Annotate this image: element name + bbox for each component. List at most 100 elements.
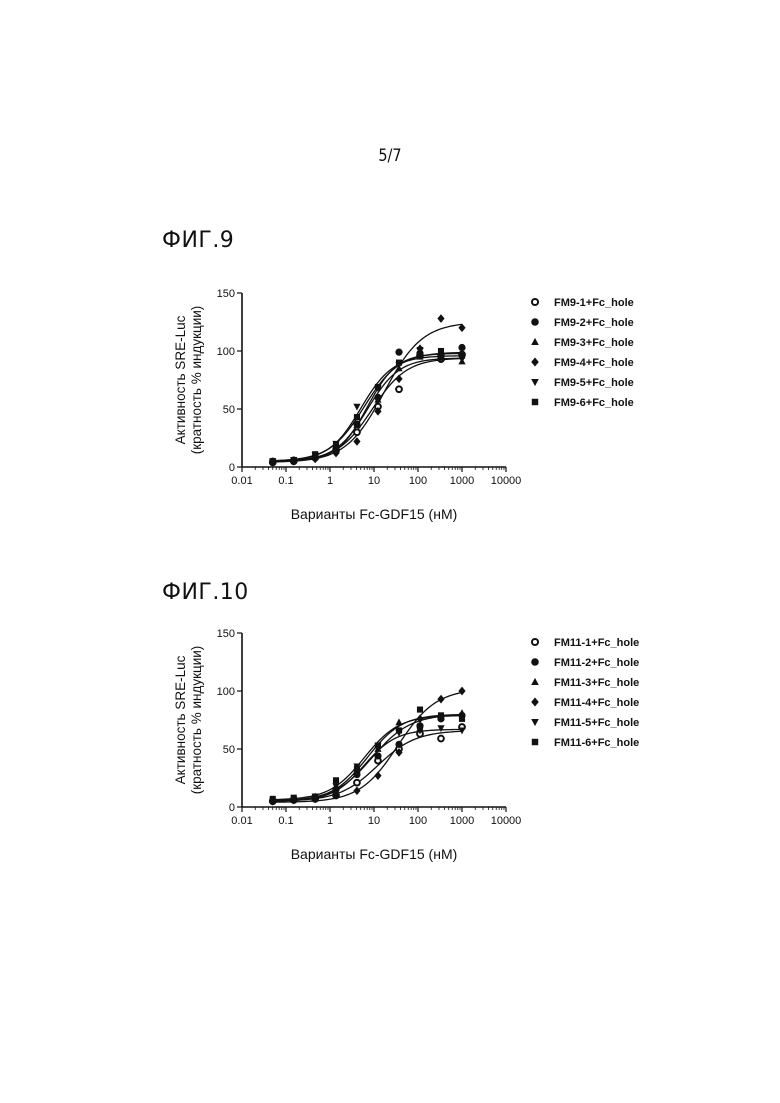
series-1-points: [270, 724, 465, 804]
legend-marker: [531, 658, 539, 666]
x-tick-label: 10: [368, 475, 380, 487]
data-point: [438, 736, 444, 742]
data-point: [312, 451, 318, 457]
fit-curve: [273, 324, 462, 462]
fit-curves: [273, 693, 462, 803]
legend-marker: [531, 719, 539, 726]
x-tick-label: 100: [409, 815, 427, 827]
data-point: [459, 353, 465, 359]
x-tick-label: 1: [327, 475, 333, 487]
y-axis-label-line: (кратность % индукции): [189, 646, 204, 795]
legend-label: FM9-1+Fc_hole: [554, 297, 634, 309]
x-ticks: 0.010.1110100100010000: [231, 467, 521, 487]
x-axis-label: Варианты Fc-GDF15 (нМ): [291, 846, 458, 862]
data-point: [333, 442, 339, 448]
legend-label: FM9-4+Fc_hole: [554, 357, 634, 369]
data-point: [459, 716, 465, 722]
fit-curve: [273, 693, 462, 803]
x-tick-label: 0.01: [231, 475, 252, 487]
data-point: [395, 718, 402, 725]
data-point: [375, 384, 381, 390]
data-point: [458, 344, 465, 351]
data-point: [354, 429, 360, 435]
data-point: [291, 795, 297, 801]
legend-marker: [532, 299, 538, 305]
data-point: [417, 351, 423, 357]
legend-label: FM11-3+Fc_hole: [554, 677, 639, 689]
y-tick-label: 0: [229, 802, 235, 814]
data-point: [354, 414, 360, 420]
x-axis-label: Варианты Fc-GDF15 (нМ): [291, 506, 458, 522]
legend-marker: [532, 399, 538, 405]
page-number: 5/7: [59, 146, 722, 166]
x-tick-label: 100: [409, 475, 427, 487]
legend-label: FM11-5+Fc_hole: [554, 717, 639, 729]
x-tick-label: 0.1: [278, 815, 293, 827]
data-point: [395, 349, 402, 356]
data-point: [395, 741, 402, 748]
legend-marker: [532, 739, 538, 745]
fit-curve: [273, 731, 462, 801]
data-point: [417, 707, 423, 713]
fit-curve: [273, 715, 462, 801]
legend-label: FM11-4+Fc_hole: [554, 697, 639, 709]
data-point: [458, 709, 465, 716]
data-point: [374, 771, 381, 780]
legend-label: FM11-2+Fc_hole: [554, 657, 639, 669]
y-tick-label: 50: [223, 744, 235, 756]
data-point: [354, 780, 360, 786]
fit-curves: [273, 324, 462, 462]
y-axis-label-line: Активность SRE-Luc: [173, 315, 188, 444]
data-point: [438, 348, 444, 354]
data-point: [312, 794, 318, 800]
legend-label: FM9-5+Fc_hole: [554, 377, 634, 389]
data-point: [375, 742, 381, 748]
legend: FM9-1+Fc_hole FM9-2+Fc_hole FM9-3+Fc_hole F…: [531, 297, 634, 409]
y-ticks: 0 50 100 150: [217, 288, 242, 474]
data-point: [396, 386, 402, 392]
figure-10-label: ФИГ.10: [162, 580, 249, 605]
data-point: [270, 458, 276, 464]
data-point: [437, 725, 444, 732]
x-tick-label: 0.1: [278, 475, 293, 487]
data-point: [270, 796, 276, 802]
x-ticks: 0.01 0.1 1 10 100 1000 10000: [231, 807, 521, 827]
data-point: [291, 457, 297, 463]
series-2-points: [269, 344, 465, 465]
x-tick-label: 10000: [491, 815, 522, 827]
legend-marker: [531, 697, 539, 706]
data-point: [353, 786, 360, 795]
y-tick-label: 150: [217, 288, 235, 300]
data-point: [395, 375, 402, 384]
legend-label: FM11-6+Fc_hole: [554, 737, 639, 749]
legend-label: FM11-1+Fc_hole: [554, 637, 639, 649]
y-tick-label: 50: [223, 404, 235, 416]
series-4-points: [269, 687, 465, 806]
x-tick-label: 1: [327, 815, 333, 827]
legend: FM11-1+Fc_hole FM11-2+Fc_hole FM11-3+Fc_ho…: [531, 637, 639, 749]
fit-curve: [273, 358, 462, 461]
data-point: [437, 695, 444, 704]
x-tick-label: 10000: [491, 475, 522, 487]
y-tick-label: 0: [229, 462, 235, 474]
data-point: [354, 766, 360, 772]
series-4-points: [269, 314, 465, 466]
y-tick-label: 100: [217, 686, 235, 698]
x-tick-label: 1000: [450, 815, 474, 827]
data-point: [333, 777, 339, 783]
y-axis-label: Активность SRE-Luc(кратность % индукции): [173, 306, 204, 455]
chart-figure-10: 0.010.1110100100010000050100150Варианты …: [160, 625, 680, 875]
legend-label: FM9-3+Fc_hole: [554, 337, 634, 349]
figure-9-label: ФИГ.9: [162, 228, 234, 253]
series-5-points: [269, 725, 465, 805]
legend-marker: [531, 678, 539, 685]
legend-label: FM9-6+Fc_hole: [554, 397, 634, 409]
x-tick-label: 10: [368, 815, 380, 827]
data-point: [396, 727, 402, 733]
legend-label: FM9-2+Fc_hole: [554, 317, 634, 329]
y-tick-label: 100: [217, 346, 235, 358]
y-axis-label-line: (кратность % индукции): [189, 306, 204, 455]
x-tick-label: 0.01: [231, 815, 252, 827]
chart-figure-9: 0.01 0.1 1 10 100 100 0 10000 0 50 100 150 Варианты …: [160, 285, 680, 535]
y-axis-label: Активность SRE-Luc(кратность % индукции): [173, 646, 204, 795]
